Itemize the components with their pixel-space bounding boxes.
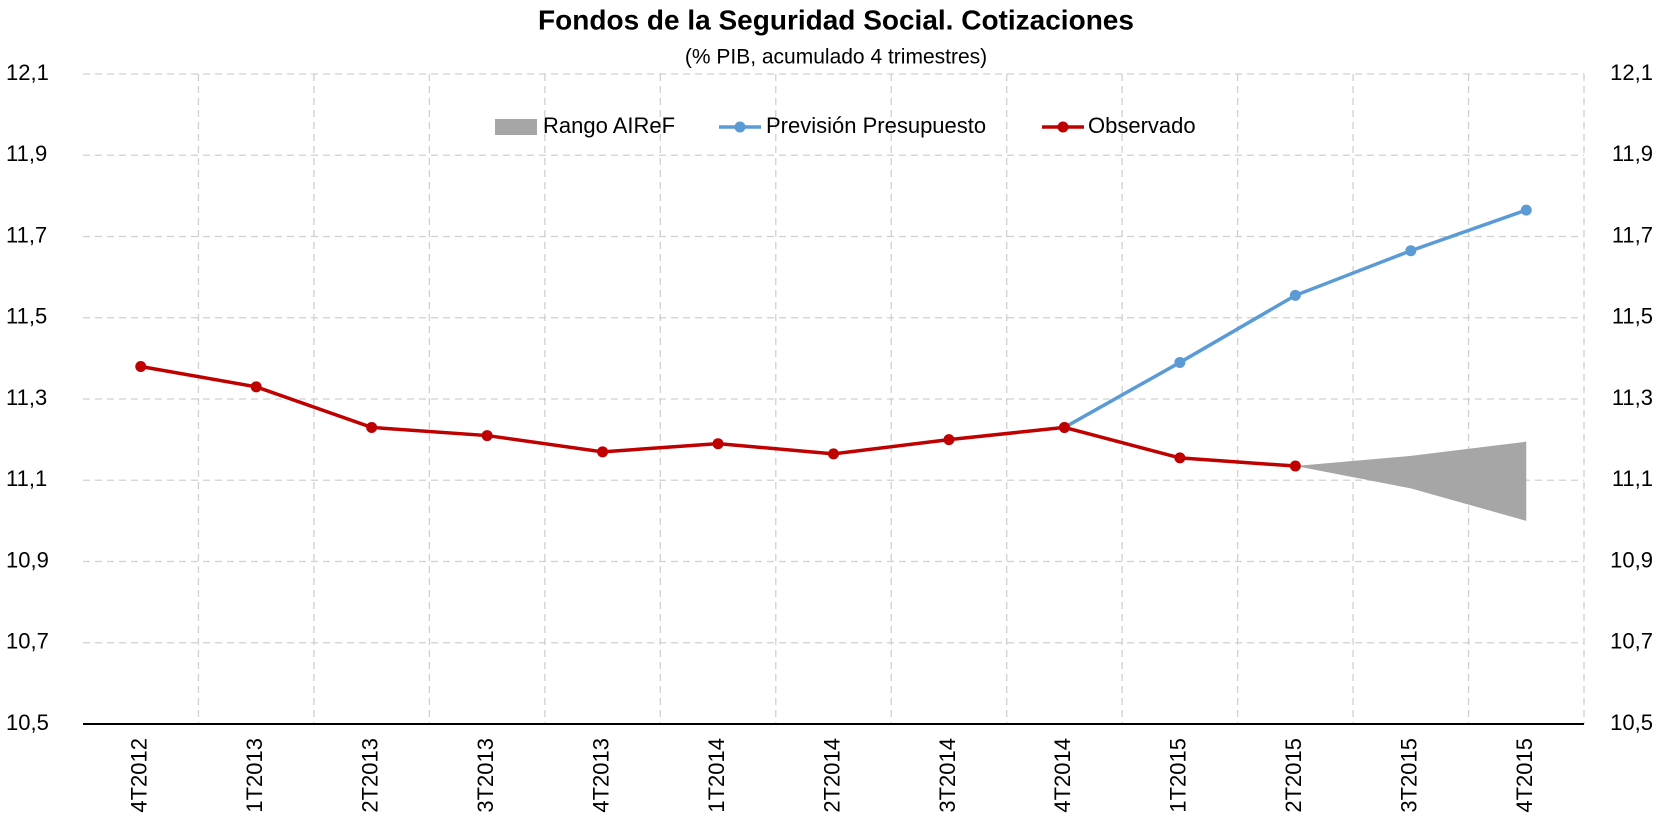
y2-tick-label: 11,1 — [1612, 466, 1653, 491]
legend-marker — [734, 121, 746, 133]
y2-tick-label: 10,9 — [1610, 547, 1653, 572]
y-tick-label: 11,7 — [6, 222, 47, 247]
x-tick-label: 2T2013 — [357, 738, 382, 813]
x-tick-label: 2T2014 — [819, 738, 844, 813]
series-marker — [1520, 204, 1532, 216]
series-marker — [1174, 452, 1186, 464]
x-tick-label: 3T2013 — [473, 738, 498, 813]
series-marker — [828, 448, 839, 460]
y-tick-label: 10,7 — [6, 629, 49, 654]
y-tick-label: 11,9 — [6, 141, 47, 166]
x-tick-label: 1T2014 — [704, 738, 729, 813]
x-tick-label: 4T2014 — [1050, 738, 1075, 813]
series-marker — [1174, 356, 1186, 368]
x-tick-label: 4T2013 — [588, 738, 613, 813]
range-area — [1295, 441, 1527, 521]
series-marker — [1289, 289, 1301, 301]
series-marker — [1405, 245, 1417, 257]
x-tick-label: 3T2014 — [935, 738, 960, 813]
chart-subtitle: (% PIB, acumulado 4 trimestres) — [685, 46, 987, 69]
x-tick-label: 2T2015 — [1281, 738, 1306, 813]
series-marker — [250, 381, 262, 393]
legend-label: Rango AIReF — [543, 113, 675, 138]
series-marker — [712, 438, 724, 450]
x-tick-label: 3T2015 — [1397, 738, 1422, 813]
series-marker — [366, 421, 378, 433]
x-tick-label: 4T2015 — [1512, 738, 1537, 813]
y2-tick-label: 11,9 — [1612, 141, 1653, 166]
y2-tick-label: 11,5 — [1612, 304, 1653, 329]
y-tick-label: 10,9 — [6, 547, 49, 572]
y2-tick-label: 10,5 — [1610, 710, 1653, 735]
series-marker — [597, 446, 609, 458]
x-tick-label: 4T2012 — [127, 738, 152, 813]
y-tick-label: 11,1 — [6, 466, 47, 491]
y2-tick-label: 10,7 — [1610, 629, 1653, 654]
y2-tick-label: 11,3 — [1612, 385, 1653, 410]
y-tick-label: 11,5 — [6, 304, 47, 329]
legend-marker — [1057, 121, 1069, 133]
legend-swatch — [495, 119, 537, 135]
series-line — [1063, 208, 1527, 429]
x-tick-label: 1T2015 — [1166, 738, 1191, 813]
x-tick-label: 1T2013 — [242, 738, 267, 813]
legend-label: Previsión Presupuesto — [766, 113, 986, 138]
y-tick-label: 11,3 — [6, 385, 47, 410]
series-marker — [1289, 460, 1301, 472]
legend-label: Observado — [1088, 113, 1196, 138]
series-marker — [943, 434, 955, 446]
chart-title: Fondos de la Seguridad Social. Cotizacio… — [538, 4, 1134, 35]
y-tick-label: 12,1 — [6, 60, 49, 85]
y-tick-label: 10,5 — [6, 710, 49, 735]
series-marker — [481, 430, 493, 442]
y2-tick-label: 12,1 — [1610, 60, 1653, 85]
y2-tick-label: 11,7 — [1612, 222, 1653, 247]
series-marker — [135, 361, 147, 372]
series-marker — [1058, 421, 1070, 433]
